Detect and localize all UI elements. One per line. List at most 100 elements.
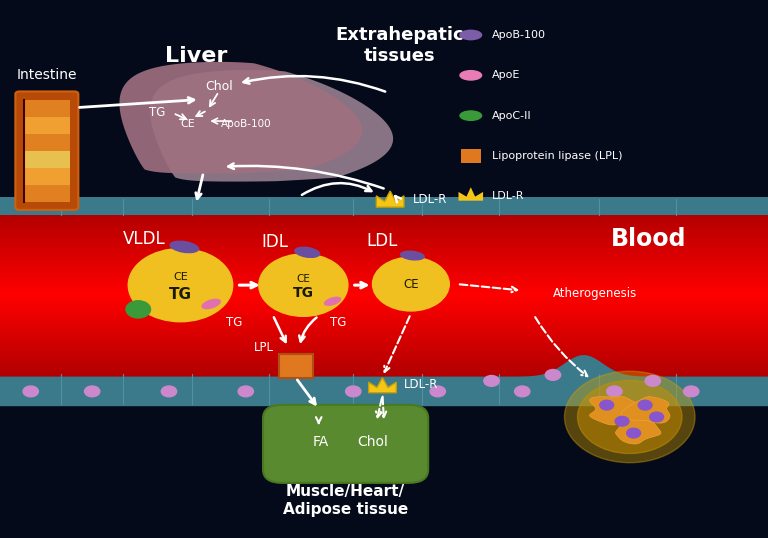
Text: LPL: LPL bbox=[254, 341, 274, 353]
Circle shape bbox=[430, 386, 445, 397]
Circle shape bbox=[600, 400, 614, 410]
Text: LDL-R: LDL-R bbox=[413, 193, 448, 206]
FancyBboxPatch shape bbox=[263, 405, 428, 483]
Bar bbox=[0, 342, 768, 344]
Ellipse shape bbox=[201, 299, 221, 309]
Text: Extrahepatic: Extrahepatic bbox=[335, 26, 464, 44]
Bar bbox=[0, 253, 768, 256]
Text: IDL: IDL bbox=[261, 233, 288, 251]
Text: Liver: Liver bbox=[164, 46, 227, 67]
Ellipse shape bbox=[459, 70, 482, 81]
Bar bbox=[0, 256, 768, 258]
Circle shape bbox=[615, 416, 629, 426]
Bar bbox=[0, 360, 768, 363]
Bar bbox=[0, 229, 768, 231]
Bar bbox=[0, 339, 768, 342]
Text: ApoB-100: ApoB-100 bbox=[492, 30, 546, 40]
Text: Atherogenesis: Atherogenesis bbox=[553, 287, 637, 300]
Ellipse shape bbox=[324, 296, 341, 306]
Bar bbox=[0, 288, 768, 291]
Bar bbox=[0, 285, 768, 288]
Circle shape bbox=[545, 370, 561, 380]
Circle shape bbox=[684, 386, 699, 397]
Polygon shape bbox=[376, 191, 404, 207]
Bar bbox=[24, 151, 70, 168]
Polygon shape bbox=[590, 397, 645, 425]
Bar bbox=[0, 312, 768, 315]
Bar bbox=[0, 242, 768, 245]
Text: TG: TG bbox=[329, 316, 346, 329]
Ellipse shape bbox=[459, 30, 482, 40]
Bar bbox=[0, 355, 768, 358]
Bar bbox=[0, 328, 768, 331]
Bar bbox=[0, 331, 768, 334]
Text: LDL: LDL bbox=[366, 232, 397, 250]
Bar bbox=[24, 168, 70, 185]
Circle shape bbox=[650, 412, 664, 422]
Bar bbox=[0, 293, 768, 296]
Bar bbox=[0, 358, 768, 360]
Bar bbox=[0, 315, 768, 317]
Bar bbox=[0, 272, 768, 274]
Text: VLDL: VLDL bbox=[123, 230, 166, 249]
Ellipse shape bbox=[294, 246, 320, 258]
Bar bbox=[0, 334, 768, 336]
Text: CE: CE bbox=[173, 272, 188, 282]
Ellipse shape bbox=[400, 251, 425, 260]
Circle shape bbox=[372, 257, 449, 311]
Bar bbox=[0, 258, 768, 261]
Text: Chol: Chol bbox=[205, 80, 233, 93]
Text: ApoC-II: ApoC-II bbox=[492, 111, 532, 121]
Bar bbox=[0, 223, 768, 226]
Text: FA: FA bbox=[313, 435, 329, 449]
Text: Muscle/Heart/: Muscle/Heart/ bbox=[286, 484, 406, 499]
Bar bbox=[0, 307, 768, 309]
Text: TG: TG bbox=[226, 316, 243, 329]
Bar bbox=[0, 352, 768, 355]
Bar bbox=[0, 363, 768, 366]
Text: CE: CE bbox=[403, 278, 419, 291]
Ellipse shape bbox=[459, 110, 482, 121]
Bar bbox=[0, 197, 768, 215]
Text: LDL-R: LDL-R bbox=[492, 192, 525, 201]
Polygon shape bbox=[621, 397, 670, 423]
Bar bbox=[0, 247, 768, 250]
Bar bbox=[0, 317, 768, 320]
Bar bbox=[0, 215, 768, 218]
Circle shape bbox=[638, 400, 652, 410]
Polygon shape bbox=[458, 187, 483, 201]
Circle shape bbox=[564, 371, 695, 463]
Text: tissues: tissues bbox=[363, 47, 435, 66]
Bar bbox=[0, 374, 768, 377]
Bar bbox=[24, 133, 70, 151]
Polygon shape bbox=[0, 355, 768, 406]
Circle shape bbox=[627, 428, 641, 438]
Text: LDL-R: LDL-R bbox=[404, 378, 439, 391]
Bar bbox=[0, 320, 768, 323]
Circle shape bbox=[607, 386, 622, 397]
Circle shape bbox=[645, 376, 660, 386]
FancyBboxPatch shape bbox=[279, 354, 313, 378]
Ellipse shape bbox=[169, 240, 200, 253]
Bar bbox=[0, 301, 768, 304]
Bar bbox=[0, 269, 768, 272]
Polygon shape bbox=[151, 70, 393, 181]
Bar bbox=[0, 323, 768, 325]
Bar bbox=[0, 266, 768, 269]
Text: Intestine: Intestine bbox=[17, 68, 77, 82]
Circle shape bbox=[238, 386, 253, 397]
Bar bbox=[0, 344, 768, 347]
Text: Lipoprotein lipase (LPL): Lipoprotein lipase (LPL) bbox=[492, 151, 623, 161]
Bar bbox=[0, 309, 768, 312]
Circle shape bbox=[126, 301, 151, 318]
Text: CE: CE bbox=[180, 119, 196, 129]
Circle shape bbox=[484, 376, 499, 386]
Circle shape bbox=[515, 386, 530, 397]
Circle shape bbox=[23, 386, 38, 397]
Bar bbox=[24, 185, 70, 202]
Text: ApoB-100: ApoB-100 bbox=[220, 119, 271, 129]
Bar bbox=[0, 350, 768, 352]
Bar bbox=[0, 221, 768, 223]
Bar bbox=[24, 100, 70, 117]
Bar bbox=[0, 325, 768, 328]
